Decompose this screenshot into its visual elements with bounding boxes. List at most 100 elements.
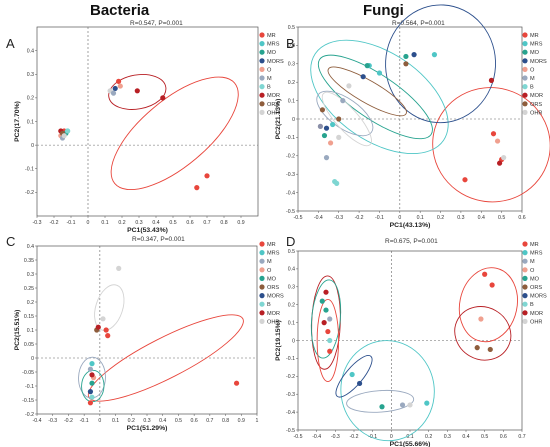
- confidence-ellipse-ohr: [321, 91, 372, 147]
- y-tick-label: 0.35: [24, 258, 34, 264]
- legend-label-mrs: MRS: [530, 251, 543, 257]
- x-tick-label: -0.2: [50, 220, 59, 226]
- y-axis-label: PC2(15.51%): [14, 310, 21, 351]
- point-ohr: [116, 265, 122, 271]
- panel-B: -0.5 -0.4 -0.3 -0.2 -0.1 0 0.1 0.2 0.3 0.4 0.5 0.6 -…: [275, 4, 550, 229]
- x-tick-label: 0: [398, 215, 401, 221]
- x-tick-label: -0.1: [375, 215, 384, 221]
- x-tick-label: 0.2: [118, 220, 125, 226]
- x-tick-label: -0.2: [355, 215, 364, 221]
- x-tick-label: -0.2: [350, 434, 359, 440]
- legend-label-o: O: [530, 67, 535, 73]
- y-tick-label: -0.5: [286, 209, 295, 215]
- x-tick-label: 0: [98, 418, 101, 424]
- x-tick-label: 0.4: [478, 215, 485, 221]
- y-tick-label: -0.2: [286, 154, 295, 160]
- legend-swatch-b: [259, 84, 265, 90]
- legend-swatch-ors: [259, 284, 265, 290]
- legend-swatch-m: [522, 258, 528, 264]
- x-tick-label: 0: [390, 434, 393, 440]
- point-m: [110, 90, 117, 96]
- x-tick-label: 0.7: [203, 220, 210, 226]
- y-tick-label: 0.5: [288, 249, 295, 255]
- y-tick-label: 0: [31, 143, 34, 149]
- x-tick-label: 0.5: [498, 215, 505, 221]
- legend-swatch-m: [259, 258, 265, 264]
- x-tick-label: 0.5: [169, 220, 176, 226]
- point-mr: [490, 131, 497, 137]
- legend-label-ohr: OHR: [530, 110, 542, 116]
- y-tick-label: 0.4: [288, 267, 295, 273]
- panel-letter: D: [286, 234, 295, 249]
- point-mrs: [89, 361, 95, 367]
- legend-label-m: M: [530, 76, 535, 82]
- legend-label-m: M: [530, 259, 535, 265]
- x-tick-label: 0.5: [175, 418, 182, 424]
- point-b: [65, 128, 71, 134]
- y-tick-label: 0.3: [288, 62, 295, 68]
- legend-swatch-mo: [259, 275, 265, 281]
- point-mor: [321, 320, 327, 326]
- y-tick-label: 0: [292, 338, 295, 344]
- x-tick-label: -0.4: [33, 418, 42, 424]
- point-mor: [160, 95, 166, 101]
- y-tick-label: 0: [292, 117, 295, 123]
- point-mr: [204, 173, 210, 179]
- point-ohr: [407, 402, 413, 408]
- legend-swatch-m: [259, 75, 265, 81]
- point-mor: [89, 372, 95, 378]
- x-tick-label: 0.8: [222, 418, 229, 424]
- confidence-ellipse-mor: [454, 306, 512, 361]
- panel-letter: C: [6, 234, 15, 249]
- point-mrs: [349, 371, 355, 378]
- point-mor: [134, 88, 140, 94]
- x-tick-label: 0.6: [500, 434, 507, 440]
- x-axis-label: PC1(55.66%): [390, 441, 431, 447]
- x-tick-label: -0.3: [48, 418, 57, 424]
- x-tick-label: -0.3: [331, 434, 340, 440]
- point-o: [478, 316, 484, 322]
- point-ors: [403, 61, 409, 67]
- legend-label-mors: MORS: [530, 59, 547, 65]
- legend-swatch-mors: [522, 58, 528, 64]
- x-tick-label: -0.2: [64, 418, 73, 424]
- legend-swatch-mr: [522, 32, 528, 38]
- y-tick-label: 0.1: [288, 98, 295, 104]
- x-tick-label: -0.4: [312, 434, 321, 440]
- legend-swatch-b: [522, 84, 528, 90]
- x-tick-label: 0.3: [135, 220, 142, 226]
- x-tick-label: 0.6: [186, 220, 193, 226]
- point-mr: [233, 380, 240, 386]
- legend-swatch-mo: [522, 49, 528, 55]
- x-tick-label: 0.3: [143, 418, 150, 424]
- legend-label-b: B: [530, 302, 534, 308]
- point-b: [334, 180, 340, 186]
- point-ohr: [501, 155, 507, 161]
- x-tick-label: 0.7: [206, 418, 213, 424]
- x-tick-label: 0.6: [191, 418, 198, 424]
- legend-label-mrs: MRS: [267, 42, 280, 48]
- y-tick-label: -0.4: [286, 190, 295, 196]
- point-m: [340, 98, 346, 104]
- y-tick-label: 0.3: [27, 72, 34, 78]
- x-axis-label: PC1(53.43%): [127, 227, 168, 234]
- x-tick-label: -0.1: [67, 220, 76, 226]
- y-tick-label: 0.25: [24, 286, 34, 292]
- legend-swatch-b: [259, 301, 265, 307]
- x-tick-label: 0.3: [444, 434, 451, 440]
- point-mr: [103, 327, 109, 333]
- point-mo: [319, 298, 325, 304]
- legend-label-mo: MO: [267, 276, 277, 282]
- y-tick-label: 0.2: [288, 80, 295, 86]
- x-tick-label: 0.5: [481, 434, 488, 440]
- y-tick-label: 0.3: [27, 272, 34, 278]
- legend-label-mo: MO: [267, 50, 277, 56]
- y-tick-label: 0.4: [27, 48, 34, 54]
- legend-swatch-o: [522, 66, 528, 72]
- point-ohr: [100, 316, 106, 322]
- legend-label-mor: MOR: [530, 93, 543, 99]
- x-axis-label: PC1(43.13%): [390, 222, 431, 229]
- confidence-ellipse-ors: [327, 66, 407, 117]
- confidence-ellipse-mr: [458, 267, 518, 343]
- legend-swatch-ors: [259, 101, 265, 107]
